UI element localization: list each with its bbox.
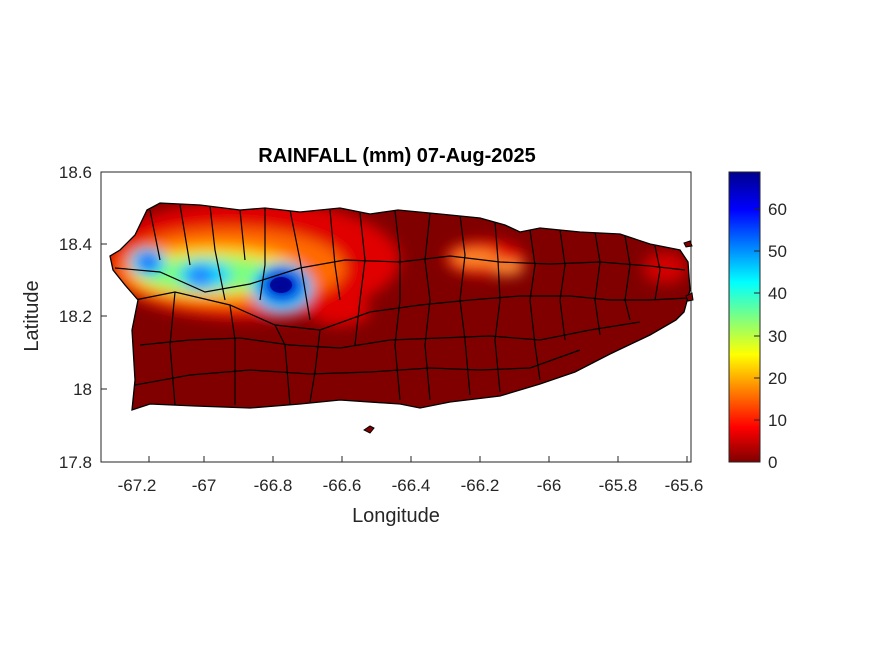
islet-caja-de-muertos bbox=[363, 425, 375, 434]
x-tick-label: -66.8 bbox=[254, 476, 293, 495]
y-tick-label: 18.2 bbox=[59, 307, 92, 326]
x-tick-label: -65.8 bbox=[599, 476, 638, 495]
rain-cell-northeast-orange2 bbox=[492, 261, 524, 275]
x-tick-label: -65.6 bbox=[665, 476, 704, 495]
x-tick-label: -66.2 bbox=[461, 476, 500, 495]
chart-title: RAINFALL (mm) 07-Aug-2025 bbox=[258, 145, 535, 167]
x-tick-label: -67.2 bbox=[118, 476, 157, 495]
islet-northeast bbox=[683, 240, 693, 248]
colorbar-tick-label: 20 bbox=[768, 369, 787, 388]
x-axis-label: Longitude bbox=[352, 505, 440, 527]
rain-cell-max-core bbox=[270, 277, 292, 293]
x-tick-label: -67 bbox=[192, 476, 217, 495]
colorbar-tick-label: 60 bbox=[768, 200, 787, 219]
islet-east bbox=[685, 292, 694, 302]
map-area bbox=[109, 202, 694, 434]
rain-cell-mid-blue bbox=[190, 269, 210, 283]
colorbar-tick-label: 30 bbox=[768, 327, 787, 346]
y-axis: 18.6 18.4 18.2 18 17.8 bbox=[59, 163, 107, 472]
colorbar-gradient bbox=[728, 171, 761, 463]
y-tick-label: 18.4 bbox=[59, 235, 92, 254]
y-tick-label: 18.6 bbox=[59, 163, 92, 182]
y-axis-label: Latitude bbox=[21, 280, 43, 351]
y-tick-label: 18 bbox=[73, 380, 92, 399]
x-tick-label: -66.6 bbox=[323, 476, 362, 495]
colorbar-tick-label: 50 bbox=[768, 242, 787, 261]
colorbar: 60 50 40 30 20 10 0 bbox=[728, 171, 787, 472]
colorbar-tick-label: 10 bbox=[768, 411, 787, 430]
x-tick-label: -66.4 bbox=[392, 476, 431, 495]
y-tick-label: 17.8 bbox=[59, 453, 92, 472]
colorbar-tick-label: 40 bbox=[768, 284, 787, 303]
rain-cell-west-blue bbox=[139, 255, 157, 269]
x-tick-label: -66 bbox=[537, 476, 562, 495]
x-axis: -67.2 -67 -66.8 -66.6 -66.4 -66.2 -66 -6… bbox=[118, 456, 704, 495]
rain-cell-northeast-orange bbox=[451, 249, 499, 267]
municipality-boundaries bbox=[114, 204, 689, 406]
colorbar-tick-label: 0 bbox=[768, 453, 777, 472]
